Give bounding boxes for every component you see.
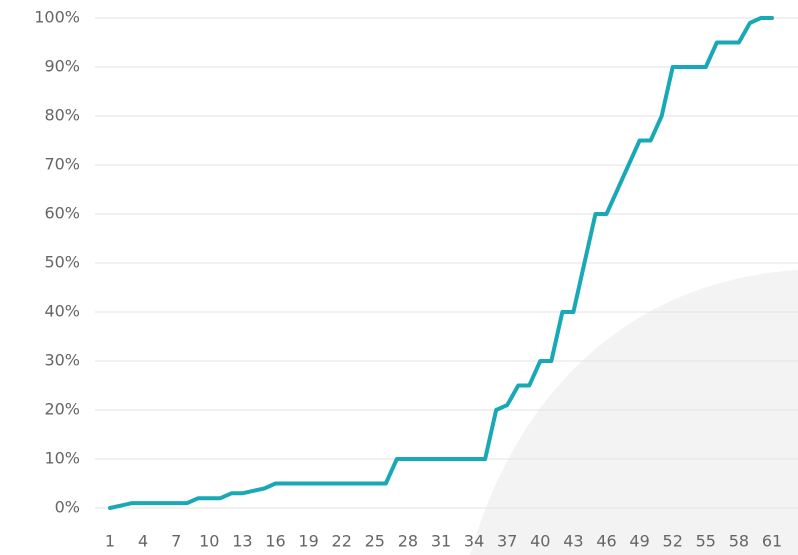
x-tick-label: 37 xyxy=(497,532,517,551)
x-tick-label: 19 xyxy=(298,532,318,551)
y-tick-label: 40% xyxy=(44,302,80,321)
y-tick-label: 30% xyxy=(44,351,80,370)
y-tick-label: 60% xyxy=(44,204,80,223)
y-tick-label: 100% xyxy=(34,8,80,27)
x-tick-label: 31 xyxy=(431,532,451,551)
x-tick-label: 40 xyxy=(530,532,550,551)
x-tick-label: 61 xyxy=(762,532,782,551)
x-tick-label: 4 xyxy=(138,532,148,551)
x-tick-label: 46 xyxy=(596,532,616,551)
x-tick-label: 1 xyxy=(105,532,115,551)
x-tick-label: 34 xyxy=(464,532,484,551)
y-tick-label: 80% xyxy=(44,106,80,125)
x-tick-label: 10 xyxy=(199,532,219,551)
y-tick-label: 0% xyxy=(55,498,80,517)
x-tick-label: 43 xyxy=(563,532,583,551)
y-tick-label: 90% xyxy=(44,57,80,76)
y-tick-label: 70% xyxy=(44,155,80,174)
x-tick-label: 13 xyxy=(232,532,252,551)
y-tick-label: 10% xyxy=(44,449,80,468)
x-tick-label: 49 xyxy=(629,532,649,551)
x-tick-label: 55 xyxy=(696,532,716,551)
x-tick-label: 52 xyxy=(663,532,683,551)
y-tick-label: 20% xyxy=(44,400,80,419)
x-tick-label: 28 xyxy=(398,532,418,551)
x-tick-label: 16 xyxy=(265,532,285,551)
line xyxy=(108,16,774,510)
y-tick-label: 50% xyxy=(44,253,80,272)
x-tick-label: 58 xyxy=(729,532,749,551)
background-shape xyxy=(470,270,798,555)
x-tick-label: 25 xyxy=(365,532,385,551)
x-tick-label: 22 xyxy=(332,532,352,551)
x-tick-label: 7 xyxy=(171,532,181,551)
